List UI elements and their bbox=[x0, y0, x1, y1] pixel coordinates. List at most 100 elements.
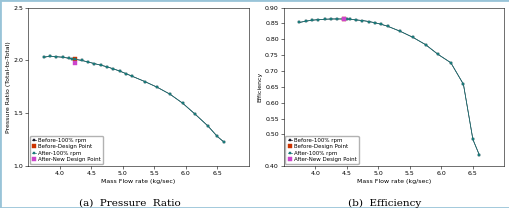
After-100% rpm bbox=[296, 21, 302, 24]
After-100% rpm bbox=[66, 57, 72, 59]
Text: (b)  Efficiency: (b) Efficiency bbox=[348, 199, 421, 208]
Before-100% rpm bbox=[41, 56, 47, 58]
Before-100% rpm bbox=[378, 23, 384, 26]
Before-100% rpm bbox=[308, 19, 315, 21]
Before-100% rpm bbox=[460, 83, 466, 85]
After-100% rpm bbox=[359, 19, 365, 22]
Before-100% rpm bbox=[409, 36, 415, 39]
Before-100% rpm bbox=[91, 62, 97, 65]
Before-100% rpm bbox=[434, 53, 440, 56]
After-100% rpm bbox=[302, 20, 308, 22]
Line: Before-100% rpm: Before-100% rpm bbox=[43, 55, 224, 143]
After-100% rpm bbox=[104, 66, 110, 68]
Before-100% rpm bbox=[352, 19, 358, 21]
Before-100% rpm bbox=[371, 21, 377, 24]
After-100% rpm bbox=[205, 125, 211, 127]
After-100% rpm bbox=[116, 70, 122, 72]
Before-100% rpm bbox=[110, 68, 116, 70]
Before-100% rpm bbox=[321, 18, 327, 21]
Before-100% rpm bbox=[129, 75, 135, 78]
After-100% rpm bbox=[321, 18, 327, 21]
After-100% rpm bbox=[214, 135, 220, 138]
After-100% rpm bbox=[365, 20, 371, 23]
After-100% rpm bbox=[308, 19, 315, 21]
After-100% rpm bbox=[91, 62, 97, 65]
Before-100% rpm bbox=[359, 19, 365, 22]
Before-100% rpm bbox=[315, 18, 321, 21]
After-100% rpm bbox=[397, 30, 403, 33]
Before-100% rpm bbox=[384, 25, 390, 27]
Before-100% rpm bbox=[166, 93, 173, 95]
After-100% rpm bbox=[41, 56, 47, 58]
Before-100% rpm bbox=[346, 18, 352, 21]
Before-100% rpm bbox=[97, 64, 103, 66]
After-100% rpm bbox=[469, 138, 475, 141]
Before-100% rpm bbox=[343, 18, 349, 20]
Before-100% rpm bbox=[327, 18, 333, 20]
Before-100% rpm bbox=[205, 125, 211, 127]
Line: After-100% rpm: After-100% rpm bbox=[43, 55, 224, 143]
After-100% rpm bbox=[69, 58, 75, 60]
Before-100% rpm bbox=[475, 154, 482, 156]
Before-100% rpm bbox=[142, 80, 148, 83]
After-100% rpm bbox=[384, 25, 390, 27]
After-100% rpm bbox=[129, 75, 135, 78]
Before-100% rpm bbox=[154, 86, 160, 89]
After-100% rpm bbox=[179, 102, 185, 104]
After-100% rpm bbox=[343, 18, 349, 20]
Before-100% rpm bbox=[214, 135, 220, 138]
Before-100% rpm bbox=[333, 18, 340, 20]
Before-100% rpm bbox=[447, 62, 453, 64]
After-100% rpm bbox=[352, 19, 358, 21]
X-axis label: Mass Flow rate (kg/sec): Mass Flow rate (kg/sec) bbox=[101, 179, 175, 184]
After-100% rpm bbox=[340, 18, 346, 20]
X-axis label: Mass Flow rate (kg/sec): Mass Flow rate (kg/sec) bbox=[356, 179, 430, 184]
Text: (a)  Pressure  Ratio: (a) Pressure Ratio bbox=[79, 199, 181, 208]
After-100% rpm bbox=[60, 56, 66, 58]
After-100% rpm bbox=[421, 43, 428, 46]
Legend: Before-100% rpm, Before-Design Point, After-100% rpm, After-New Design Point: Before-100% rpm, Before-Design Point, Af… bbox=[285, 136, 358, 164]
Before-100% rpm bbox=[78, 59, 84, 62]
Before-100% rpm bbox=[469, 138, 475, 141]
Before-100% rpm bbox=[421, 43, 428, 46]
Line: Before-100% rpm: Before-100% rpm bbox=[298, 18, 479, 156]
After-100% rpm bbox=[142, 80, 148, 83]
Before-100% rpm bbox=[53, 56, 60, 58]
After-100% rpm bbox=[110, 68, 116, 70]
After-100% rpm bbox=[475, 154, 482, 156]
After-100% rpm bbox=[97, 64, 103, 66]
Before-100% rpm bbox=[69, 58, 75, 60]
Before-100% rpm bbox=[302, 20, 308, 22]
After-100% rpm bbox=[72, 58, 78, 61]
Before-100% rpm bbox=[192, 113, 198, 116]
Line: After-100% rpm: After-100% rpm bbox=[298, 18, 479, 156]
After-100% rpm bbox=[327, 18, 333, 20]
Before-100% rpm bbox=[72, 58, 78, 61]
After-100% rpm bbox=[78, 59, 84, 62]
Before-100% rpm bbox=[66, 57, 72, 59]
After-100% rpm bbox=[47, 55, 53, 57]
After-100% rpm bbox=[371, 21, 377, 24]
After-100% rpm bbox=[166, 93, 173, 95]
Before-100% rpm bbox=[179, 102, 185, 104]
After-100% rpm bbox=[123, 72, 129, 75]
Y-axis label: Pressure Ratio (Total-to-Total): Pressure Ratio (Total-to-Total) bbox=[6, 41, 11, 133]
Before-100% rpm bbox=[85, 61, 91, 63]
Before-100% rpm bbox=[47, 55, 53, 57]
After-100% rpm bbox=[409, 36, 415, 39]
Before-100% rpm bbox=[123, 72, 129, 75]
Legend: Before-100% rpm, Before-Design Point, After-100% rpm, After-New Design Point: Before-100% rpm, Before-Design Point, Af… bbox=[30, 136, 103, 164]
After-100% rpm bbox=[315, 18, 321, 21]
After-100% rpm bbox=[346, 18, 352, 21]
Before-100% rpm bbox=[116, 70, 122, 72]
Before-100% rpm bbox=[365, 20, 371, 23]
Before-100% rpm bbox=[104, 66, 110, 68]
After-100% rpm bbox=[53, 56, 60, 58]
After-100% rpm bbox=[434, 53, 440, 56]
Before-100% rpm bbox=[220, 141, 227, 143]
After-100% rpm bbox=[220, 141, 227, 143]
After-100% rpm bbox=[333, 18, 340, 20]
Before-100% rpm bbox=[296, 21, 302, 24]
After-100% rpm bbox=[447, 62, 453, 64]
After-100% rpm bbox=[460, 83, 466, 85]
